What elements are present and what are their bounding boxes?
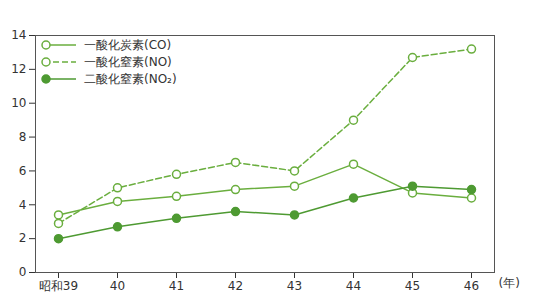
html-text:二酸化窒素(NO₂): 二酸化窒素(NO₂) <box>84 71 177 86</box>
html-text:一酸化炭素(CO): 一酸化炭素(CO) <box>84 37 172 52</box>
svg-text:昭和39: 昭和39 <box>39 279 78 293</box>
svg-text:2: 2 <box>19 231 27 245</box>
html-text:一酸化窒素(NO): 一酸化窒素(NO) <box>84 54 172 69</box>
svg-text:12: 12 <box>11 62 26 76</box>
svg-text:43: 43 <box>287 279 302 293</box>
svg-text:14: 14 <box>11 28 26 42</box>
svg-text:4: 4 <box>19 198 27 212</box>
svg-text:41: 41 <box>169 279 184 293</box>
svg-text:40: 40 <box>110 279 125 293</box>
svg-text:46: 46 <box>464 279 479 293</box>
svg-text:0: 0 <box>19 265 27 279</box>
svg-text:8: 8 <box>19 130 27 144</box>
svg-text:(年): (年) <box>499 276 520 290</box>
svg-text:44: 44 <box>346 279 361 293</box>
svg-text:42: 42 <box>228 279 243 293</box>
svg-text:45: 45 <box>405 279 420 293</box>
svg-text:10: 10 <box>11 96 26 110</box>
svg-text:6: 6 <box>19 164 27 178</box>
